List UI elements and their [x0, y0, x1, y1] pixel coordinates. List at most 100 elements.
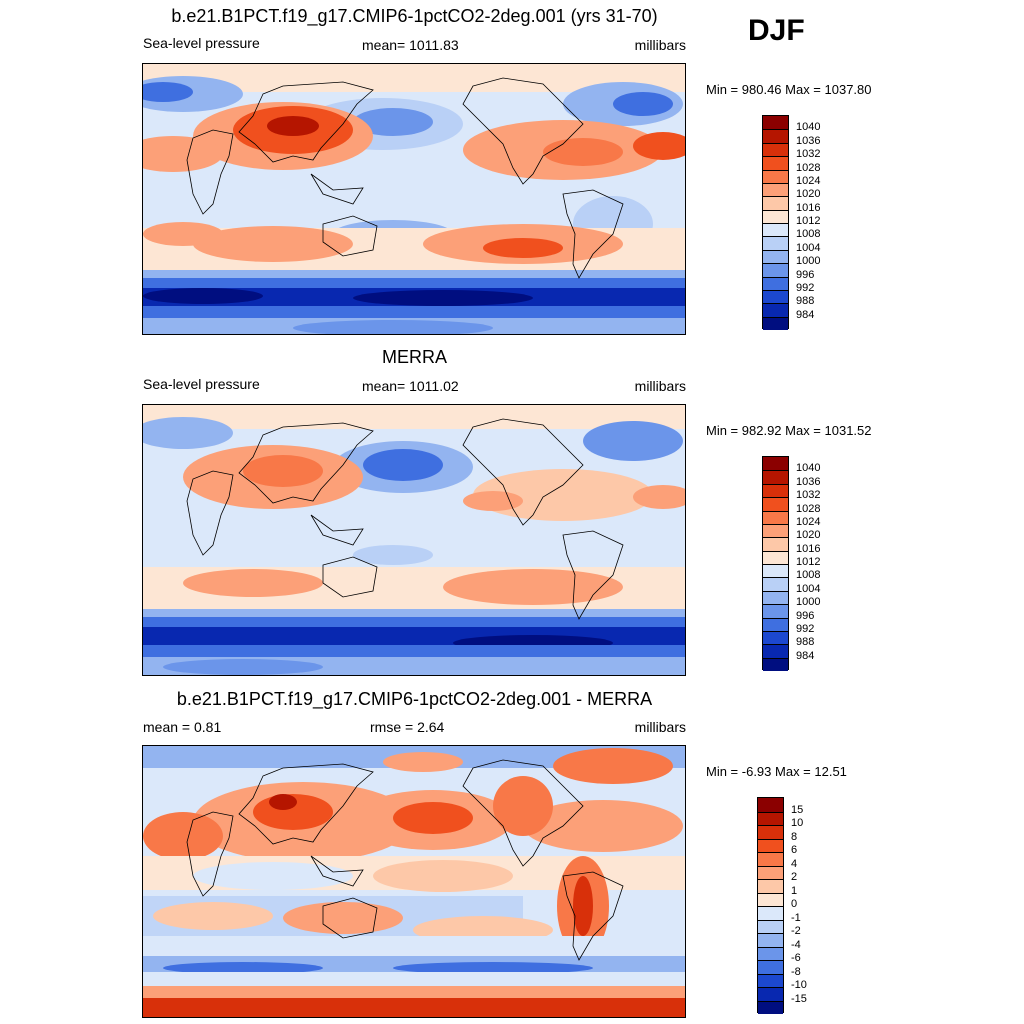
panel-2-colorbar-swatch: [763, 644, 788, 658]
panel-1-colorbar: [762, 115, 789, 330]
panel-1-colorbar-label: 992: [796, 281, 815, 294]
panel-3-colorbar-swatch: [758, 892, 783, 906]
panel-2-colorbar-swatch: [763, 537, 788, 551]
panel-2-contour-field: [143, 405, 685, 675]
panel-1-colorbar-swatch: [763, 249, 788, 264]
panel-1-colorbar-label: 1028: [796, 161, 821, 174]
panel-2-colorbar-swatch: [763, 617, 788, 631]
panel-2-colorbar-label: 1024: [796, 515, 821, 528]
panel-1-colorbar-label: 1016: [796, 201, 821, 214]
panel-3-colorbar-swatch: [758, 946, 783, 960]
panel-2-map: [142, 404, 686, 676]
panel-2-colorbar-swatch: [763, 470, 788, 484]
panel-3-colorbar-label: 6: [791, 844, 798, 856]
panel-2-colorbar-label: 1000: [796, 596, 821, 609]
panel-1-contour-field: [143, 64, 685, 334]
panel-1-colorbar-label: 1032: [796, 148, 821, 161]
panel-3-colorbar-label: -15: [791, 992, 807, 1005]
panel-2-colorbar-swatch: [763, 577, 788, 591]
panel-2-colorbar-swatch: [763, 510, 788, 524]
panel-2-colorbar-label: 1004: [796, 582, 821, 595]
panel-2-units-label: millibars: [634, 378, 686, 394]
panel-1-colorbar-swatch: [763, 303, 788, 317]
panel-3-colorbar-label: -4: [791, 938, 801, 951]
panel-1-colorbar-label: 996: [796, 268, 815, 281]
panel-3-colorbar-swatch: [758, 811, 783, 825]
panel-2-colorbar: [762, 456, 789, 671]
panel-3-colorbar-swatch: [758, 973, 783, 987]
panel-1-colorbar-swatch: [763, 289, 788, 304]
panel-1-colorbar-swatch: [763, 129, 788, 143]
panel-1-colorbar-swatch: [763, 223, 788, 237]
panel-3-colorbar-swatch: [758, 838, 783, 852]
panel-3-colorbar-swatch: [758, 906, 783, 920]
panel-1-colorbar-swatch: [763, 182, 788, 197]
panel-3-rmse-label: rmse = 2.64: [370, 719, 445, 735]
panel-1-minmax: Min = 980.46 Max = 1037.80: [706, 82, 872, 97]
panel-3-colorbar-swatch: [758, 933, 783, 947]
panel-2-variable-label: Sea-level pressure: [143, 376, 260, 392]
panel-1-colorbar-swatch: [763, 142, 788, 157]
panel-2-mean-label: mean= 1011.02: [362, 378, 459, 394]
panel-3-contour-field: [143, 746, 685, 1017]
panel-1-colorbar-swatch: [763, 156, 788, 170]
panel-3-colorbar-label: 15: [791, 803, 804, 816]
panel-1-colorbar-swatch: [763, 263, 788, 277]
panel-3-colorbar-label: -6: [791, 952, 801, 964]
panel-1-colorbar-swatch: [763, 276, 788, 290]
panel-1-colorbar-swatch: [763, 116, 788, 130]
panel-1-colorbar-swatch: [763, 236, 788, 250]
panel-2-colorbar-swatch: [763, 457, 788, 471]
panel-1-colorbar-label: 988: [796, 295, 815, 308]
panel-2-colorbar-swatch: [763, 523, 788, 538]
panel-1-colorbar-label: 1008: [796, 228, 821, 241]
panel-2-colorbar-swatch: [763, 604, 788, 618]
panel-1-colorbar-swatch: [763, 169, 788, 183]
panel-3-colorbar-label: -8: [791, 965, 801, 978]
panel-3-title: b.e21.B1PCT.f19_g17.CMIP6-1pctCO2-2deg.0…: [176, 689, 653, 709]
panel-2-colorbar-swatch: [763, 564, 788, 578]
panel-1-variable-label: Sea-level pressure: [143, 35, 260, 51]
panel-3-colorbar-label: 8: [791, 830, 798, 843]
panel-2-colorbar-label: 1012: [796, 556, 821, 568]
panel-2-colorbar-label: 1020: [796, 529, 821, 542]
panel-3-colorbar-label: -2: [791, 925, 801, 937]
panel-1-colorbar-label: 1004: [796, 241, 821, 254]
panel-3-mean-label: mean = 0.81: [143, 719, 222, 735]
panel-2-colorbar-label: 1008: [796, 569, 821, 582]
panel-2-colorbar-label: 1040: [796, 462, 821, 475]
panel-3-colorbar-label: 4: [791, 857, 798, 870]
panel-1-mean-label: mean= 1011.83: [362, 37, 459, 53]
panel-1-colorbar-swatch: [763, 209, 788, 223]
panel-1-title: b.e21.B1PCT.f19_g17.CMIP6-1pctCO2-2deg.0…: [171, 6, 658, 26]
panel-2-title: MERRA: [381, 347, 447, 367]
panel-3-colorbar-swatch: [758, 852, 783, 866]
panel-2-colorbar-label: 996: [796, 609, 815, 622]
panel-1-colorbar-label: 1012: [796, 215, 821, 227]
panel-2-minmax: Min = 982.92 Max = 1031.52: [706, 423, 872, 438]
panel-3-colorbar-swatch: [758, 919, 783, 933]
panel-3-colorbar-swatch: [758, 1000, 783, 1014]
panel-2-colorbar-label: 984: [796, 649, 815, 662]
panel-1-map: [142, 63, 686, 335]
panel-2-colorbar-swatch: [763, 657, 788, 671]
panel-1-colorbar-label: 1036: [796, 134, 821, 147]
panel-3-colorbar-swatch: [758, 798, 783, 812]
panel-1-colorbar-label: 984: [796, 308, 815, 321]
panel-1-colorbar-label: 1000: [796, 255, 821, 268]
panel-3-minmax: Min = -6.93 Max = 12.51: [706, 764, 847, 779]
panel-3-colorbar-label: 10: [791, 817, 804, 829]
panel-2-colorbar-label: 1028: [796, 502, 821, 515]
panel-1-colorbar-label: 1020: [796, 188, 821, 201]
panel-3-colorbar-label: -1: [791, 911, 801, 924]
panel-2-colorbar-swatch: [763, 590, 788, 605]
panel-1-colorbar-swatch: [763, 196, 788, 210]
panel-1-colorbar-label: 1024: [796, 174, 821, 187]
panel-3-colorbar-swatch: [758, 879, 783, 893]
panel-3-colorbar-label: 2: [791, 871, 798, 883]
panel-3-colorbar-swatch: [758, 825, 783, 839]
panel-1-units-label: millibars: [634, 37, 686, 53]
panel-2-colorbar-label: 988: [796, 636, 815, 649]
panel-3-colorbar-swatch: [758, 960, 783, 974]
panel-3-colorbar-swatch: [758, 987, 783, 1001]
